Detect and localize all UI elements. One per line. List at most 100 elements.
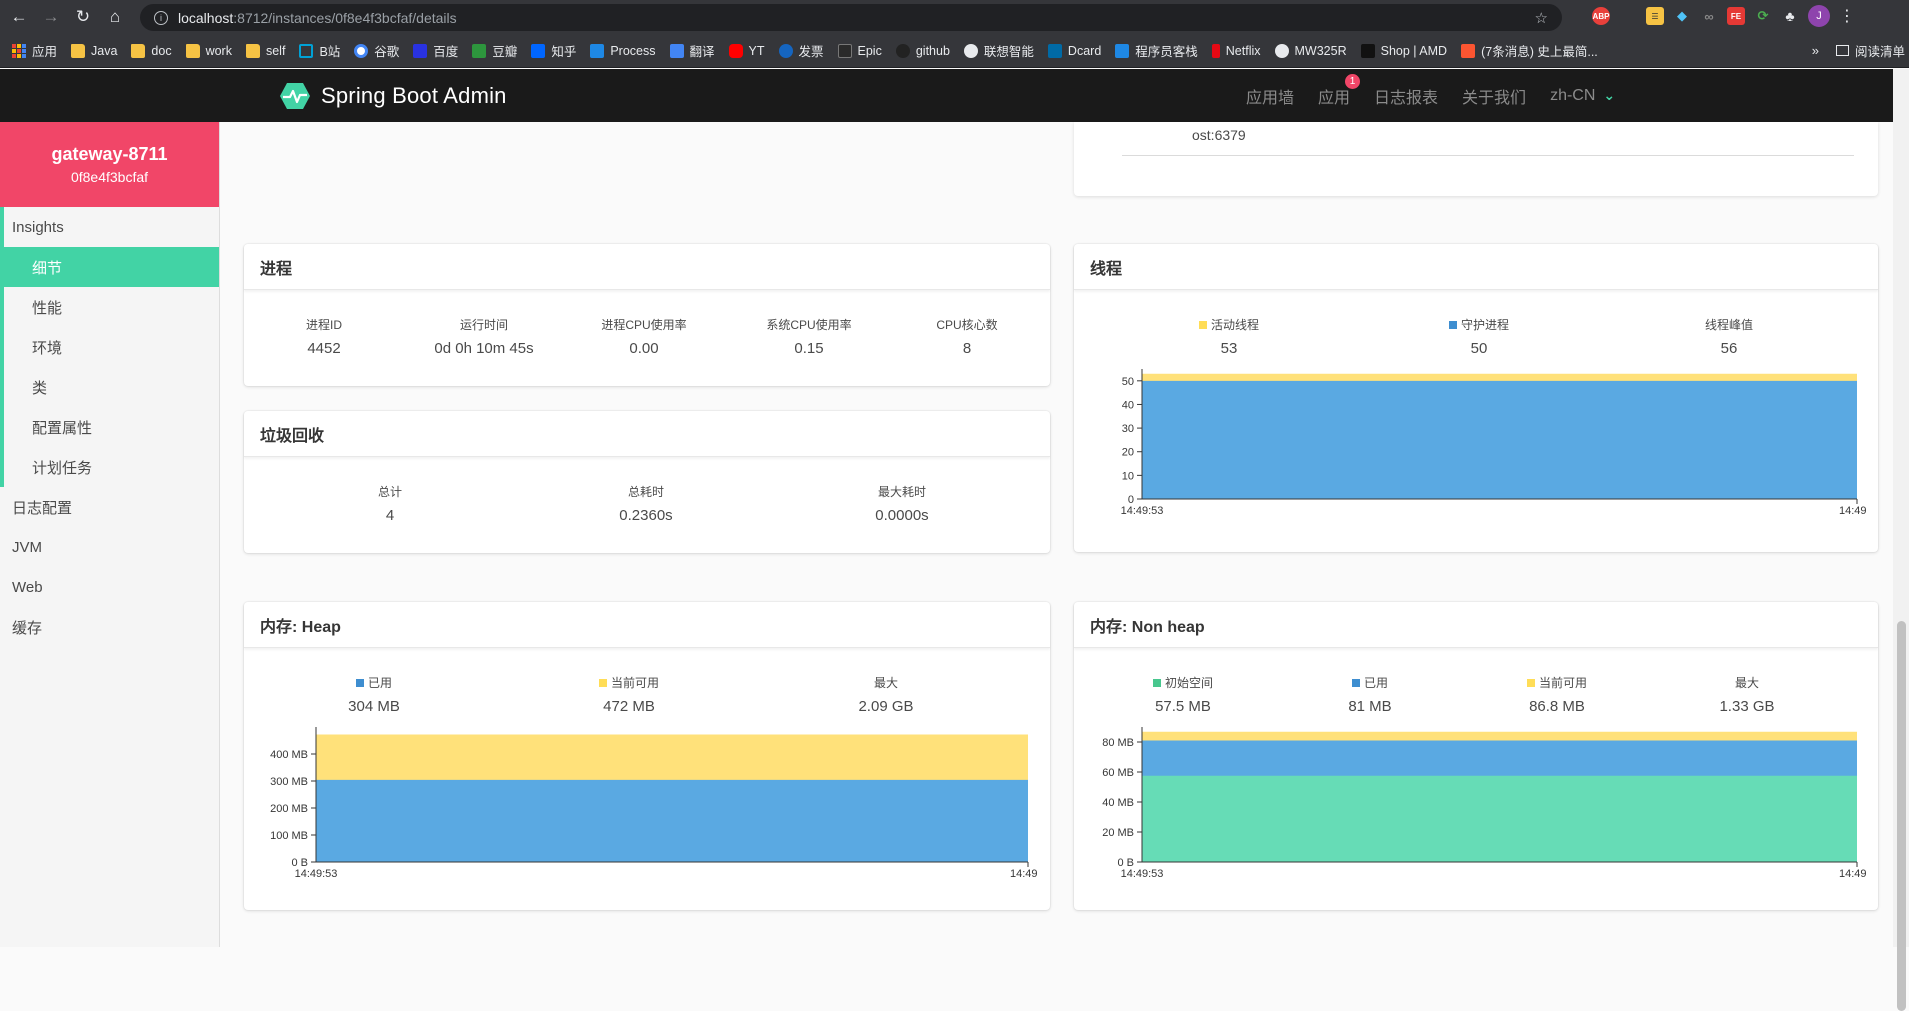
threads-chart: 0 10 20 30 40 50 14:49:53 14:49 (1121, 369, 1867, 514)
bookmark-java[interactable]: Java (71, 43, 117, 58)
home-icon[interactable]: ⌂ (109, 7, 121, 26)
stat-cpu-cores: CPU核心数 8 (936, 318, 998, 357)
brand-name: Spring Boot Admin (321, 83, 507, 108)
y-tick-label: 40 MB (1102, 797, 1134, 809)
extension-icon[interactable] (1619, 7, 1637, 25)
bookmark-apps[interactable]: 应用 (12, 41, 57, 60)
instance-name: gateway-8711 (51, 144, 168, 164)
legend-swatch (598, 678, 607, 687)
forward-icon[interactable]: → (42, 7, 60, 26)
bookmark-doc[interactable]: doc (131, 43, 172, 58)
bookmark-self[interactable]: self (245, 43, 285, 58)
language-selector[interactable]: zh-CN ⌄ (1550, 86, 1616, 104)
bookmark-zhihu[interactable]: 知乎 (531, 41, 576, 60)
stat-heap-max: 最大 2.09 GB (858, 676, 914, 715)
sidebar-item-beans[interactable]: 类 (32, 379, 48, 397)
instance-id: 0f8e4f3bcfaf (70, 169, 149, 185)
bookmark-youtube[interactable]: YT (728, 43, 765, 58)
bookmark-netflix[interactable]: Netflix (1211, 43, 1261, 58)
bookmark-bilibili[interactable]: B站 (299, 41, 340, 60)
chevron-down-icon: ⌄ (1603, 87, 1616, 103)
google-icon (354, 43, 369, 58)
sidebar-item-web[interactable]: Web (12, 578, 43, 596)
bookmark-csdn[interactable]: (7条消息) 史上最简... (1461, 41, 1598, 60)
adblock-extension-icon[interactable]: ABP (1592, 7, 1610, 25)
y-tick-label: 30 (1122, 423, 1134, 435)
process-card: 进程 进程ID 4452 运行时间 0d 0h 10m 45s 进程CPU使用率 0.… (244, 244, 1050, 386)
bookmark-github[interactable]: github (895, 43, 950, 58)
sidebar-item-details[interactable]: 细节 (4, 247, 219, 287)
sidebar-item-jvm[interactable]: JVM (12, 538, 42, 556)
apps-grid-icon (12, 43, 26, 58)
threads-card: 线程 活动线程 53 守护进程 50 线程峰值 56 0 10 20 30 40 50 14:49… (1074, 244, 1878, 552)
link-extension-icon[interactable]: ∞ (1700, 7, 1718, 25)
bookmark-douban[interactable]: 豆瓣 (472, 41, 517, 60)
folder-icon (185, 43, 200, 58)
epic-icon (837, 43, 852, 58)
profile-avatar[interactable]: J (1808, 5, 1830, 27)
fe-extension-icon[interactable]: FE (1727, 7, 1745, 25)
gem-extension-icon[interactable]: ◆ (1673, 7, 1691, 25)
bookmark-lenovo[interactable]: 联想智能 (963, 41, 1034, 60)
bookmark-epic[interactable]: Epic (837, 43, 882, 58)
brand[interactable]: Spring Boot Admin (279, 82, 507, 110)
browser-menu-icon[interactable]: ⋮ (1839, 8, 1855, 25)
stat-heap-used: 已用 304 MB (348, 676, 400, 715)
puzzle-icon[interactable]: ♣ (1781, 7, 1799, 25)
threads-card-title: 线程 (1074, 244, 1878, 290)
nav-wallboard[interactable]: 应用墙 (1246, 89, 1295, 107)
bookmark-dcard[interactable]: Dcard (1047, 43, 1101, 58)
bookmarks-more-icon[interactable]: » (1811, 43, 1819, 58)
refresh-extension-icon[interactable]: ⟳ (1754, 7, 1772, 25)
scrollbar-thumb[interactable] (1897, 621, 1906, 1011)
baidu-icon (413, 43, 428, 58)
notification-badge: 1 (1345, 73, 1361, 89)
bookmark-translate[interactable]: 翻译 (669, 41, 715, 60)
sidebar-item-loggers[interactable]: 日志配置 (12, 499, 73, 517)
bookmark-process[interactable]: Process (590, 43, 656, 58)
bookmark-proginn[interactable]: 程序员客栈 (1115, 41, 1198, 60)
sidebar-item-caching[interactable]: 缓存 (12, 619, 43, 637)
stat-nonheap-used: 已用 81 MB (1348, 676, 1392, 715)
sidebar-item-insights[interactable]: Insights (12, 218, 64, 236)
y-tick-label: 80 MB (1102, 737, 1134, 749)
notes-extension-icon[interactable]: ☰ (1646, 7, 1664, 25)
heartbeat-logo-icon (280, 83, 310, 109)
bookmark-invoice[interactable]: 发票 (778, 41, 824, 60)
nonheap-card: 内存: Non heap 初始空间 57.5 MB 已用 81 MB 当前可用 86.… (1074, 602, 1878, 910)
sidebar-item-metrics[interactable]: 性能 (32, 299, 63, 317)
back-icon[interactable]: ← (10, 7, 28, 26)
sidebar-item-configprops[interactable]: 配置属性 (32, 419, 93, 437)
y-tick-label: 10 (1122, 470, 1134, 482)
address-bar[interactable]: i localhost:8712/instances/0f8e4f3bcfaf/… (140, 4, 1562, 31)
nonheap-card-title: 内存: Non heap (1074, 602, 1878, 648)
bookmark-work[interactable]: work (185, 43, 232, 58)
process-card-title: 进程 (244, 244, 1050, 290)
bookmark-mw325r[interactable]: MW325R (1274, 43, 1347, 58)
bookmark-amd[interactable]: Shop | AMD (1360, 43, 1447, 58)
gc-stats: 总计 4 总耗时 0.2360s 最大耗时 0.0000s (244, 457, 1050, 524)
page-scrollbar[interactable] (1893, 69, 1909, 1011)
nav-applications[interactable]: 应用 1 (1318, 73, 1361, 108)
bookmark-google[interactable]: 谷歌 (354, 41, 399, 60)
sidebar-item-environment[interactable]: 环境 (32, 339, 63, 357)
url-path: :8712/instances/0f8e4f3bcfaf/details (233, 9, 457, 26)
sidebar-item-scheduledtasks[interactable]: 计划任务 (32, 459, 93, 477)
nav-journal[interactable]: 日志报表 (1374, 89, 1439, 107)
heap-card-title: 内存: Heap (244, 602, 1050, 648)
legend-swatch (355, 678, 364, 687)
nav-about[interactable]: 关于我们 (1462, 89, 1527, 107)
gc-card-title: 垃圾回收 (244, 411, 1050, 457)
invoice-icon (778, 43, 793, 58)
reading-list-icon (1835, 45, 1849, 56)
reload-icon[interactable]: ↻ (75, 7, 91, 26)
bookmark-baidu[interactable]: 百度 (413, 41, 458, 60)
globe-icon (1274, 43, 1289, 58)
legend-swatch (1152, 678, 1161, 687)
reading-list[interactable]: 阅读清单 (1835, 41, 1905, 60)
stat-nonheap-committed: 当前可用 86.8 MB (1462, 674, 1652, 715)
bookmark-star-icon[interactable]: ☆ (1534, 9, 1548, 27)
site-info-icon[interactable]: i (154, 10, 168, 25)
stat-peak-threads: 线程峰值 56 (1704, 318, 1753, 357)
legend-swatch (1448, 320, 1457, 329)
